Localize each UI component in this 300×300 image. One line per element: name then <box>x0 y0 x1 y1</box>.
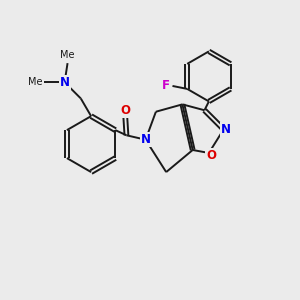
Text: O: O <box>206 149 216 162</box>
Text: N: N <box>221 123 231 136</box>
Text: O: O <box>120 104 130 117</box>
Text: F: F <box>161 80 169 92</box>
Text: N: N <box>60 76 70 89</box>
Text: Me: Me <box>28 77 43 87</box>
Text: N: N <box>141 133 151 146</box>
Text: Me: Me <box>60 50 75 60</box>
